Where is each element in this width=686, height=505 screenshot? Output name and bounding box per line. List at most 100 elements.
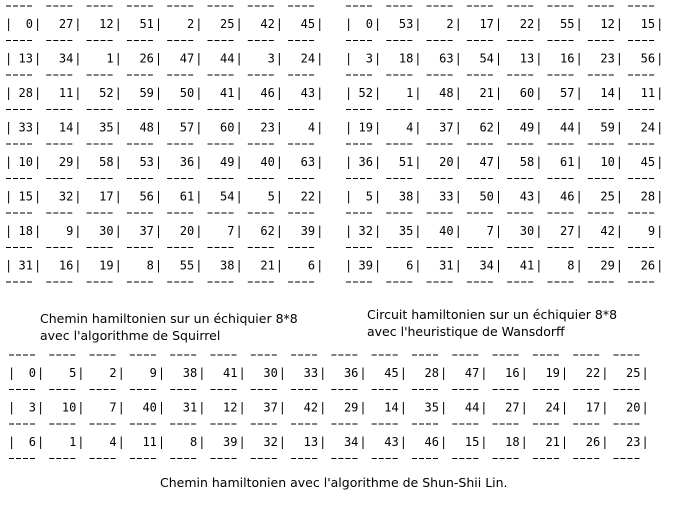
cell-separator: | <box>495 224 502 238</box>
cell-number: 51 <box>139 17 153 31</box>
cell-number: 33 <box>439 189 453 203</box>
cell-number: 45 <box>301 17 315 31</box>
cell-separator: | <box>440 366 447 380</box>
cell-separator: | <box>279 435 286 449</box>
cell-number: 49 <box>220 155 234 169</box>
cell-number: 15 <box>641 17 655 31</box>
cell-separator: | <box>616 51 623 65</box>
cell-separator: | <box>316 120 323 134</box>
cell-separator: | <box>276 189 283 203</box>
caption-squirrel-line2: avec l'algorithme de Squirrel <box>40 328 221 343</box>
cell-separator: | <box>414 120 421 134</box>
cell-number: 20 <box>439 155 453 169</box>
cell-separator: | <box>414 51 421 65</box>
cell-number: 19 <box>359 120 373 134</box>
caption-wansdorff-line2: avec l'heuristique de Wansdorff <box>367 324 565 339</box>
cell-number: 45 <box>641 155 655 169</box>
cell-number: 40 <box>260 155 274 169</box>
cell-separator: | <box>495 51 502 65</box>
cell-separator: | <box>316 17 323 31</box>
cell-number: 24 <box>641 120 655 134</box>
cell-separator: | <box>236 258 243 272</box>
cell-separator: | <box>656 189 663 203</box>
cell-separator: | <box>74 120 81 134</box>
cell-number: 25 <box>626 366 640 380</box>
cell-number: 62 <box>260 224 274 238</box>
cell-separator: | <box>276 258 283 272</box>
cell-number: 5 <box>268 189 275 203</box>
cell-separator: | <box>616 224 623 238</box>
cell-number: 4 <box>109 435 116 449</box>
cell-separator: | <box>276 155 283 169</box>
cell-number: 61 <box>180 189 194 203</box>
cell-number: 33 <box>304 366 318 380</box>
cell-separator: | <box>155 189 162 203</box>
cell-separator: | <box>279 366 286 380</box>
cell-separator: | <box>642 435 649 449</box>
cell-separator: | <box>374 17 381 31</box>
cell-number: 9 <box>150 366 157 380</box>
cell-separator: | <box>5 17 12 31</box>
cell-number: 38 <box>399 189 413 203</box>
cell-number: 12 <box>600 17 614 31</box>
cell-separator: | <box>616 86 623 100</box>
cell-separator: | <box>34 155 41 169</box>
cell-separator: | <box>495 17 502 31</box>
cell-number: 10 <box>62 400 76 414</box>
cell-number: 38 <box>220 258 234 272</box>
cell-separator: | <box>359 366 366 380</box>
cell-number: 52 <box>359 86 373 100</box>
cell-separator: | <box>400 435 407 449</box>
cell-separator: | <box>118 435 125 449</box>
cell-separator: | <box>535 155 542 169</box>
board-wansdorff-8x8: | 0 | 53 | 2 | 17 | 22 | 55 | 12 | 15 | | 3 | 18 | 63 | 54 | 13 | 16… <box>345 0 670 300</box>
cell-separator: | <box>400 366 407 380</box>
cell-separator: | <box>74 86 81 100</box>
cell-number: 54 <box>479 51 493 65</box>
cell-number: 28 <box>19 86 33 100</box>
cell-number: 26 <box>641 258 655 272</box>
cell-number: 8 <box>190 435 197 449</box>
cell-separator: | <box>115 224 122 238</box>
cell-separator: | <box>158 435 165 449</box>
cell-number: 42 <box>600 224 614 238</box>
cell-number: 10 <box>19 155 33 169</box>
cell-number: 54 <box>220 189 234 203</box>
cell-separator: | <box>8 400 15 414</box>
cell-separator: | <box>74 189 81 203</box>
cell-number: 40 <box>439 224 453 238</box>
cell-separator: | <box>34 86 41 100</box>
cell-number: 41 <box>223 366 237 380</box>
cell-separator: | <box>115 189 122 203</box>
cell-number: 46 <box>260 86 274 100</box>
cell-number: 63 <box>439 51 453 65</box>
cell-number: 7 <box>109 400 116 414</box>
cell-number: 11 <box>641 86 655 100</box>
cell-number: 23 <box>600 51 614 65</box>
cell-separator: | <box>535 258 542 272</box>
cell-number: 9 <box>648 224 655 238</box>
cell-separator: | <box>414 155 421 169</box>
cell-separator: | <box>455 155 462 169</box>
cell-separator: | <box>276 120 283 134</box>
cell-separator: | <box>74 224 81 238</box>
cell-number: 14 <box>59 120 73 134</box>
cell-separator: | <box>195 17 202 31</box>
cell-separator: | <box>656 258 663 272</box>
cell-separator: | <box>345 258 352 272</box>
cell-number: 31 <box>439 258 453 272</box>
cell-separator: | <box>316 51 323 65</box>
cell-separator: | <box>576 120 583 134</box>
cell-separator: | <box>37 400 44 414</box>
cell-separator: | <box>195 51 202 65</box>
cell-separator: | <box>8 366 15 380</box>
cell-separator: | <box>236 155 243 169</box>
cell-separator: | <box>74 155 81 169</box>
cell-number: 36 <box>344 366 358 380</box>
cell-number: 6 <box>29 435 36 449</box>
board-shun-shii-lin-3x16: | 0 | 5 | 2 | 9 | 38 | 41 | 30 | 33 | 36 | 45 | 28 | 47 | 16 | 19 | 2… <box>8 349 658 469</box>
cell-number: 39 <box>301 224 315 238</box>
cell-separator: | <box>236 120 243 134</box>
cell-number: 55 <box>560 17 574 31</box>
cell-separator: | <box>616 189 623 203</box>
